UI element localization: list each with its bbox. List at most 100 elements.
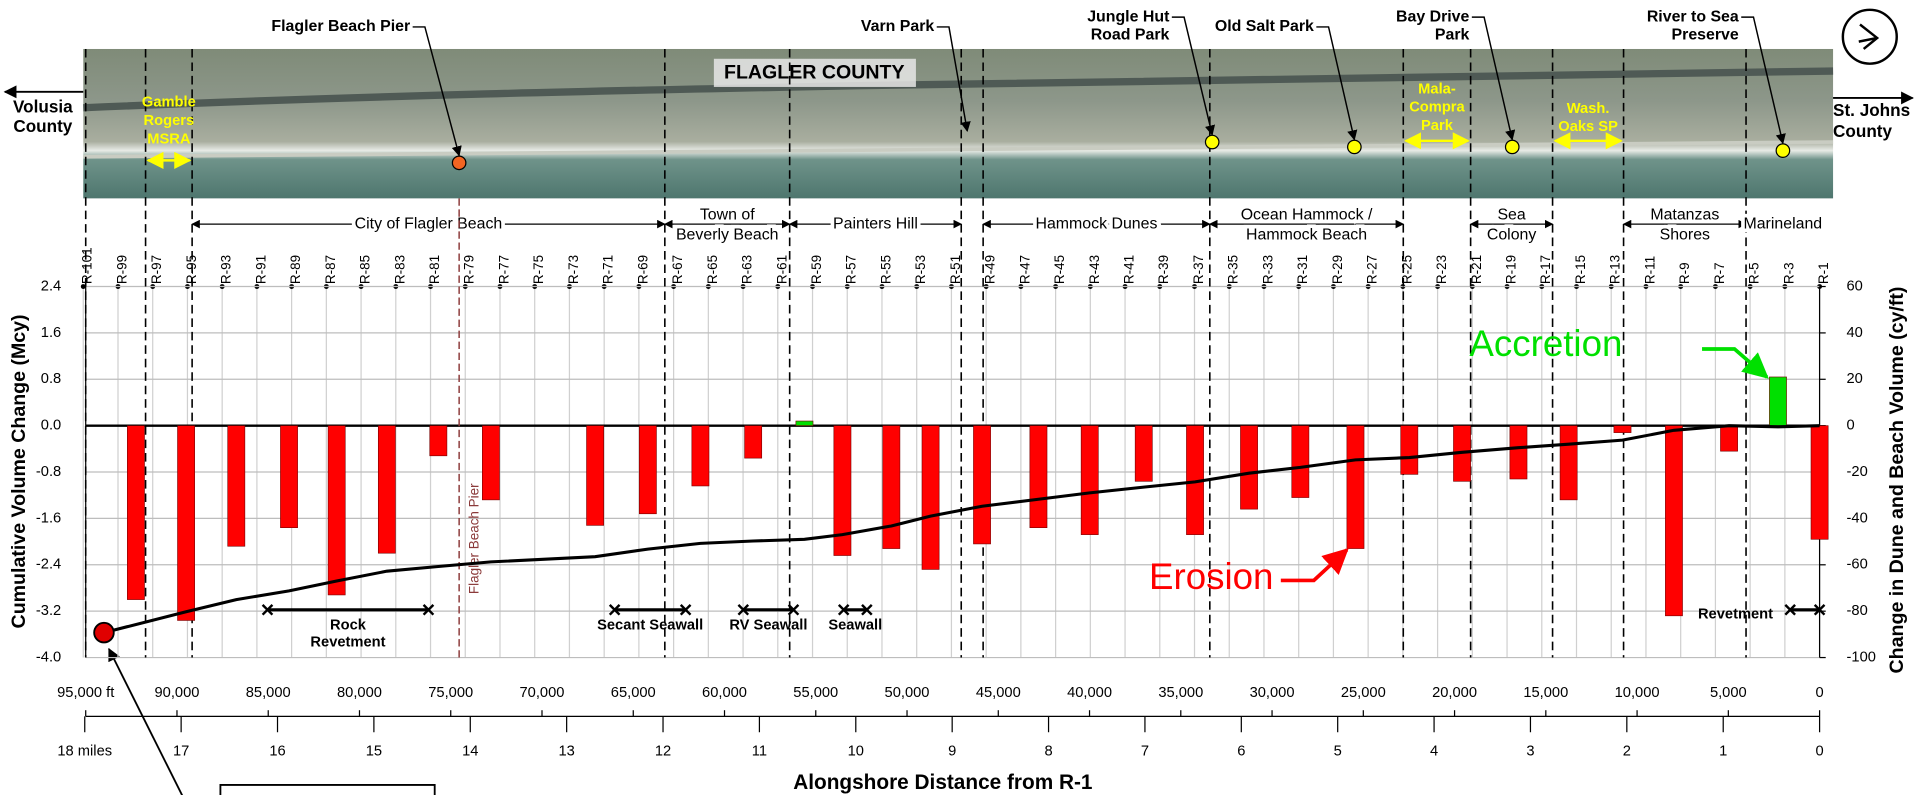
monument-label: R-5: [1747, 262, 1762, 284]
start-point: [94, 623, 114, 643]
region-label: Hammock Beach: [1246, 226, 1367, 243]
bar: [1510, 426, 1527, 479]
x-tick-label: 65,000: [611, 685, 656, 701]
monument-label: R-57: [844, 255, 859, 284]
x-tick-label: 80,000: [337, 685, 382, 701]
bar: [1769, 377, 1786, 426]
monument-label: R-63: [740, 255, 755, 284]
bar: [280, 426, 297, 528]
y2-tick-label: 40: [1847, 325, 1863, 341]
monument-label: R-79: [462, 255, 477, 284]
place-label: Varn Park: [861, 18, 935, 35]
chart: FLAGLER COUNTY Cumulative Volume Change …: [0, 0, 1920, 795]
bar: [922, 426, 939, 570]
bar: [178, 426, 195, 621]
park-label: Compra: [1409, 100, 1465, 116]
park-label: Park: [1421, 118, 1454, 134]
x2-tick-label: 16: [269, 744, 285, 760]
monument-label: R-13: [1608, 255, 1623, 284]
x2-tick-label: 0: [1816, 744, 1824, 760]
bar: [1135, 426, 1152, 482]
monument-label: R-77: [496, 255, 511, 284]
y2-axis-title: Change in Dune and Beach Volume (cy/ft): [1886, 287, 1908, 674]
y2-tick-label: -100: [1847, 649, 1876, 665]
bar: [1665, 426, 1682, 616]
x2-tick-label: 6: [1237, 744, 1245, 760]
x-tick-label: 25,000: [1341, 685, 1386, 701]
x-tick-label: 20,000: [1432, 685, 1477, 701]
x2-tick-label: 5: [1334, 744, 1342, 760]
structure-label: Secant Seawall: [597, 618, 703, 634]
annotation: Erosion: [1149, 556, 1273, 597]
x-tick-label: 45,000: [976, 685, 1021, 701]
place-marker: [1506, 140, 1519, 153]
place-label: Jungle Hut: [1087, 8, 1170, 25]
x-tick-label: 75,000: [428, 685, 473, 701]
x2-tick-label: 1: [1719, 744, 1727, 760]
y2-tick-label: 60: [1847, 278, 1863, 294]
bar: [883, 426, 900, 549]
monument-label: R-29: [1330, 255, 1345, 284]
monument-label: R-69: [635, 255, 650, 284]
region-label: Ocean Hammock /: [1241, 207, 1373, 224]
y2-tick-label: -80: [1847, 603, 1868, 619]
place-label: Bay Drive: [1396, 8, 1470, 25]
bar: [587, 426, 604, 526]
y-tick-label: -2.4: [36, 557, 61, 573]
place-label: Preserve: [1672, 27, 1739, 44]
bar: [745, 426, 762, 458]
county-label: County: [13, 116, 72, 136]
y-tick-label: -3.2: [36, 603, 61, 619]
x-tick-label: 5,000: [1710, 685, 1747, 701]
monument-label: R-23: [1434, 255, 1449, 284]
region-label: Marineland: [1743, 215, 1822, 232]
monument-label: R-37: [1191, 255, 1206, 284]
x2-tick-label: 4: [1430, 744, 1438, 760]
park-label: MSRA: [147, 131, 191, 147]
place-label: Park: [1435, 27, 1470, 44]
x2-tick-label: 8: [1044, 744, 1052, 760]
x-tick-label: 50,000: [885, 685, 930, 701]
place-label: Flagler Beach Pier: [271, 18, 410, 35]
county-title: FLAGLER COUNTY: [724, 62, 905, 84]
place-marker: [1348, 140, 1361, 153]
monument-label: R-55: [878, 255, 893, 284]
region-label: Painters Hill: [833, 215, 918, 232]
page: {"chart_data": { "type": "bar", "x_label…: [0, 0, 1920, 795]
y-axis-title: Cumulative Volume Change (Mcy): [8, 314, 30, 628]
park-label: Mala-: [1418, 81, 1456, 97]
monument-label: R-89: [288, 255, 303, 284]
y2-tick-label: -60: [1847, 557, 1868, 573]
county-label: Volusia: [13, 96, 73, 116]
x2-tick-label: 12: [655, 744, 671, 760]
monument-label: R-3: [1781, 262, 1796, 284]
x-axis-title: Alongshore Distance from R-1: [793, 771, 1092, 794]
y2-tick-label: -20: [1847, 464, 1868, 480]
bar: [430, 426, 447, 456]
region-label: Hammock Dunes: [1035, 215, 1157, 232]
x-tick-label: 90,000: [155, 685, 200, 701]
pier-label: Flagler Beach Pier: [467, 483, 482, 594]
bar: [1720, 426, 1737, 452]
structure-label: Revetment: [310, 635, 385, 651]
x-tick-label: 85,000: [246, 685, 291, 701]
y-tick-label: 1.6: [41, 325, 61, 341]
monument-label: R-19: [1504, 255, 1519, 284]
compass-arrow: [1859, 24, 1877, 48]
place-marker: [1205, 135, 1218, 148]
monument-label: R-93: [219, 255, 234, 284]
x-tick-label: 40,000: [1067, 685, 1112, 701]
place-label: Road Park: [1091, 27, 1170, 44]
structure-label: Seawall: [828, 618, 882, 634]
monument-label: R-85: [358, 255, 373, 284]
chart-body: FLAGLER COUNTY Cumulative Volume Change …: [5, 8, 1913, 795]
x2-tick-label: 9: [948, 744, 956, 760]
bar: [482, 426, 499, 500]
monument-label: R-27: [1365, 255, 1380, 284]
monument-label: R-39: [1156, 255, 1171, 284]
monument-label: R-11: [1642, 256, 1657, 284]
monument-label: R-59: [809, 255, 824, 284]
bar: [1614, 426, 1631, 433]
place-marker: [452, 156, 465, 169]
bar: [1081, 426, 1098, 535]
